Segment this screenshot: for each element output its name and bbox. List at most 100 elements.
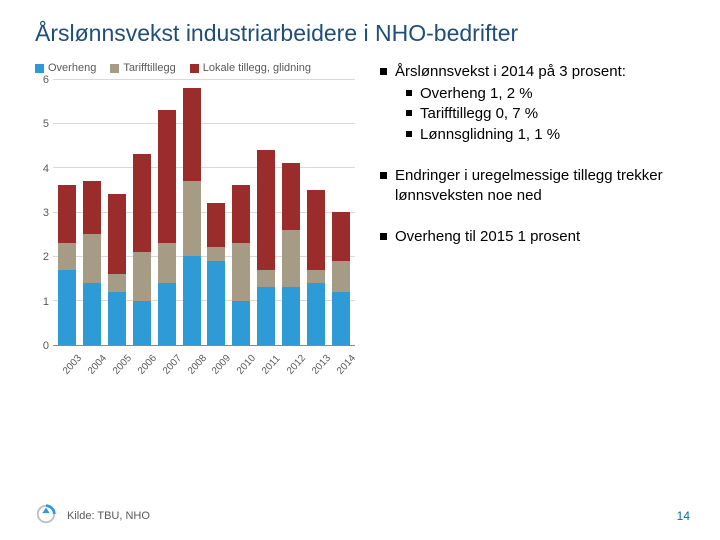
legend-swatch: [190, 64, 199, 73]
bar-segment: [108, 194, 126, 274]
x-tick: 2012: [285, 356, 305, 377]
bullet-marker: [380, 68, 387, 75]
page-title: Årslønnsvekst industriarbeidere i NHO-be…: [35, 20, 690, 47]
bar-segment: [282, 287, 300, 345]
bar-segment: [332, 212, 350, 261]
content-row: Overheng Tarifftillegg Lokale tillegg, gli…: [35, 62, 690, 390]
y-tick: 2: [43, 251, 49, 263]
x-tick: 2003: [61, 356, 81, 377]
x-tick: 2005: [111, 356, 131, 377]
sub-bullet-text: Overheng 1, 2 %: [420, 84, 533, 104]
chart-area: Overheng Tarifftillegg Lokale tillegg, gli…: [35, 62, 365, 390]
bar-stack: [108, 194, 126, 345]
x-tick: 2011: [260, 356, 280, 377]
bar-stack: [58, 185, 76, 345]
y-tick: 4: [43, 163, 49, 175]
bar-segment: [332, 292, 350, 345]
bar-segment: [307, 190, 325, 270]
bar-stack: [282, 163, 300, 345]
y-axis: 0123456: [35, 80, 51, 346]
bullet-item: Endringer i uregelmessige tillegg trekke…: [380, 166, 690, 205]
bar-segment: [282, 163, 300, 230]
bar-segment: [58, 185, 76, 243]
bar-stack: [307, 190, 325, 345]
bullet-item: Overheng til 2015 1 prosent: [380, 227, 690, 247]
bar-segment: [133, 154, 151, 252]
y-tick: 1: [43, 296, 49, 308]
source-text: Kilde: TBU, NHO: [67, 510, 150, 522]
sub-bullet-item: Tarifftillegg 0, 7 %: [406, 104, 690, 124]
bar-segment: [108, 274, 126, 292]
y-tick: 5: [43, 118, 49, 130]
bar-segment: [257, 270, 275, 288]
bar-stack: [257, 150, 275, 345]
bar-segment: [207, 203, 225, 247]
x-tick: 2013: [310, 356, 330, 377]
bar-segment: [207, 247, 225, 260]
nho-logo-icon: [35, 503, 57, 528]
bar-segment: [332, 261, 350, 292]
bar-stack: [158, 110, 176, 345]
bullet-item: Årslønnsvekst i 2014 på 3 prosent:Overhe…: [380, 62, 690, 144]
y-tick: 6: [43, 74, 49, 86]
sub-bullet-item: Overheng 1, 2 %: [406, 84, 690, 104]
x-tick: 2008: [186, 356, 206, 377]
bar-segment: [58, 243, 76, 270]
bar-stack: [332, 212, 350, 345]
bar-segment: [257, 150, 275, 270]
footer: Kilde: TBU, NHO 14: [35, 503, 690, 528]
bar-segment: [158, 110, 176, 243]
bullet-marker: [380, 233, 387, 240]
stacked-bar-chart: 0123456 20032004200520062007200820092010…: [35, 80, 355, 390]
page-number: 14: [677, 509, 690, 523]
sub-bullet-text: Tarifftillegg 0, 7 %: [420, 104, 538, 124]
x-tick: 2009: [210, 356, 230, 377]
legend-label: Overheng: [48, 62, 96, 74]
bullet-marker: [406, 90, 412, 96]
bullet-marker: [380, 172, 387, 179]
bar-segment: [257, 287, 275, 345]
bar-segment: [83, 283, 101, 345]
bar-segment: [307, 270, 325, 283]
sub-bullet-item: Lønnsglidning 1, 1 %: [406, 125, 690, 145]
legend-label: Lokale tillegg, glidning: [203, 62, 311, 74]
bullet-ul: Årslønnsvekst i 2014 på 3 prosent:Overhe…: [380, 62, 690, 247]
x-tick: 2010: [235, 356, 255, 377]
y-tick: 3: [43, 207, 49, 219]
legend-label: Tarifftillegg: [123, 62, 175, 74]
bars-container: [53, 80, 355, 345]
bar-segment: [133, 252, 151, 301]
bullet-text: Årslønnsvekst i 2014 på 3 prosent:: [395, 62, 626, 82]
bar-stack: [232, 185, 250, 345]
bar-segment: [282, 230, 300, 288]
bar-segment: [307, 283, 325, 345]
bar-segment: [58, 270, 76, 345]
bullet-text: Overheng til 2015 1 prosent: [395, 227, 580, 247]
bar-segment: [133, 301, 151, 345]
bar-segment: [232, 243, 250, 301]
legend-item: Overheng: [35, 62, 96, 74]
x-tick: 2007: [161, 356, 181, 377]
chart-legend: Overheng Tarifftillegg Lokale tillegg, gli…: [35, 62, 365, 74]
legend-item: Tarifftillegg: [110, 62, 175, 74]
sub-bullet-text: Lønnsglidning 1, 1 %: [420, 125, 560, 145]
plot-area: [53, 80, 355, 346]
x-tick: 2004: [86, 356, 106, 377]
bar-segment: [83, 234, 101, 283]
legend-swatch: [110, 64, 119, 73]
legend-item: Lokale tillegg, glidning: [190, 62, 311, 74]
bar-segment: [207, 261, 225, 345]
bar-segment: [183, 181, 201, 256]
x-ticks: 2003200420052006200720082009201020112012…: [53, 346, 355, 357]
bar-segment: [158, 283, 176, 345]
bar-stack: [133, 154, 151, 345]
bar-segment: [158, 243, 176, 283]
bullet-marker: [406, 110, 412, 116]
bar-segment: [83, 181, 101, 234]
bar-stack: [183, 88, 201, 345]
bullet-list: Årslønnsvekst i 2014 på 3 prosent:Overhe…: [380, 62, 690, 390]
bar-segment: [232, 185, 250, 243]
sub-bullet-list: Overheng 1, 2 %Tarifftillegg 0, 7 %Lønns…: [406, 84, 690, 145]
bar-stack: [207, 203, 225, 345]
x-axis: 2003200420052006200720082009201020112012…: [53, 346, 355, 390]
